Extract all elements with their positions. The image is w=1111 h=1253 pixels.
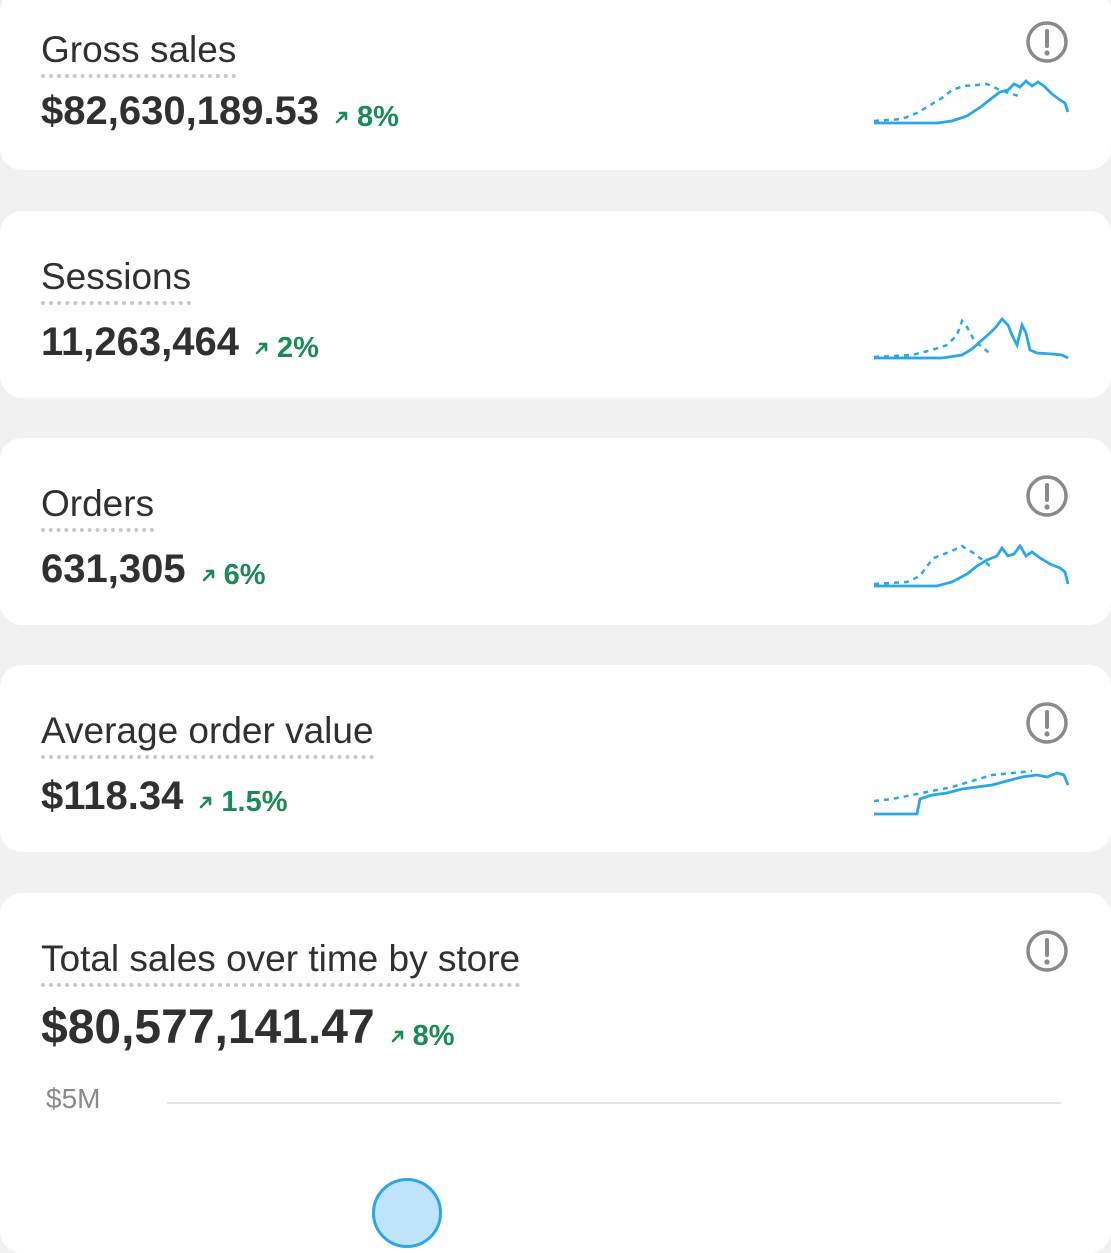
arrow-up-right-icon — [202, 569, 214, 582]
orders-trend: 6% — [202, 551, 266, 599]
average-order-value-title[interactable]: Average order value — [41, 709, 374, 759]
average-order-value-value: $118.34 1.5% — [41, 772, 288, 826]
average-order-value-trend: 1.5% — [199, 778, 288, 826]
orders-value: 631,305 6% — [41, 545, 266, 599]
chart-tooltip-handle[interactable] — [372, 1178, 442, 1248]
orders-title[interactable]: Orders — [41, 482, 155, 532]
info-circle-icon[interactable] — [1025, 474, 1069, 518]
total-sales-trend: 8% — [391, 1008, 455, 1064]
orders-change: 6% — [223, 559, 266, 591]
gross-sales-title[interactable]: Gross sales — [41, 28, 237, 78]
gross-sales-sparkline — [873, 79, 1070, 125]
arrow-up-right-icon — [391, 1030, 403, 1043]
sessions-title[interactable]: Sessions — [41, 255, 192, 305]
gross-sales-sparkline-current — [874, 79, 1070, 125]
arrow-up-right-icon — [255, 342, 268, 355]
orders-sparkline-previous — [873, 544, 991, 586]
average-order-value-card[interactable]: Average order value $118.34 1.5% — [0, 665, 1111, 852]
orders-amount: 631,305 — [41, 547, 186, 591]
gross-sales-change: 8% — [357, 101, 399, 133]
average-order-value-sparkline — [873, 769, 1070, 816]
total-sales-amount: $80,577,141.47 — [41, 1001, 375, 1054]
average-order-value-sparkline-current — [874, 771, 1070, 816]
orders-sparkline-current — [874, 543, 1070, 588]
sessions-trend: 2% — [255, 324, 319, 372]
average-order-value-change: 1.5% — [221, 786, 288, 818]
sessions-value: 11,263,464 2% — [41, 318, 319, 372]
sessions-change: 2% — [277, 332, 319, 364]
info-circle-icon[interactable] — [1025, 701, 1069, 745]
sessions-sparkline-current — [874, 316, 1069, 360]
orders-card[interactable]: Orders 631,305 6% — [0, 438, 1111, 625]
info-circle-icon[interactable] — [1025, 929, 1069, 973]
arrow-up-right-icon — [335, 111, 348, 124]
average-order-value-sparkline-previous — [873, 769, 1033, 803]
total-sales-title[interactable]: Total sales over time by store — [41, 937, 521, 987]
gross-sales-value: $82,630,189.53 8% — [41, 87, 399, 141]
orders-sparkline — [873, 543, 1070, 588]
info-circle-icon[interactable] — [1025, 20, 1069, 64]
sessions-card[interactable]: Sessions 11,263,464 2% — [0, 211, 1111, 398]
y-axis-gridline — [167, 1102, 1061, 1104]
gross-sales-trend: 8% — [335, 93, 399, 141]
sessions-sparkline-previous — [873, 318, 993, 359]
sessions-sparkline — [873, 316, 1069, 360]
total-sales-value: $80,577,141.47 8% — [41, 1000, 455, 1064]
gross-sales-card[interactable]: Gross sales $82,630,189.53 8% — [0, 0, 1111, 170]
average-order-value-amount: $118.34 — [41, 774, 184, 818]
total-sales-change: 8% — [412, 1020, 455, 1052]
sessions-amount: 11,263,464 — [41, 320, 239, 364]
gross-sales-sparkline-previous — [873, 82, 1023, 123]
gross-sales-amount: $82,630,189.53 — [41, 89, 320, 133]
total-sales-card[interactable]: Total sales over time by store $80,577,1… — [0, 893, 1111, 1253]
arrow-up-right-icon — [200, 796, 212, 809]
y-axis-label: $5M — [46, 1083, 101, 1114]
